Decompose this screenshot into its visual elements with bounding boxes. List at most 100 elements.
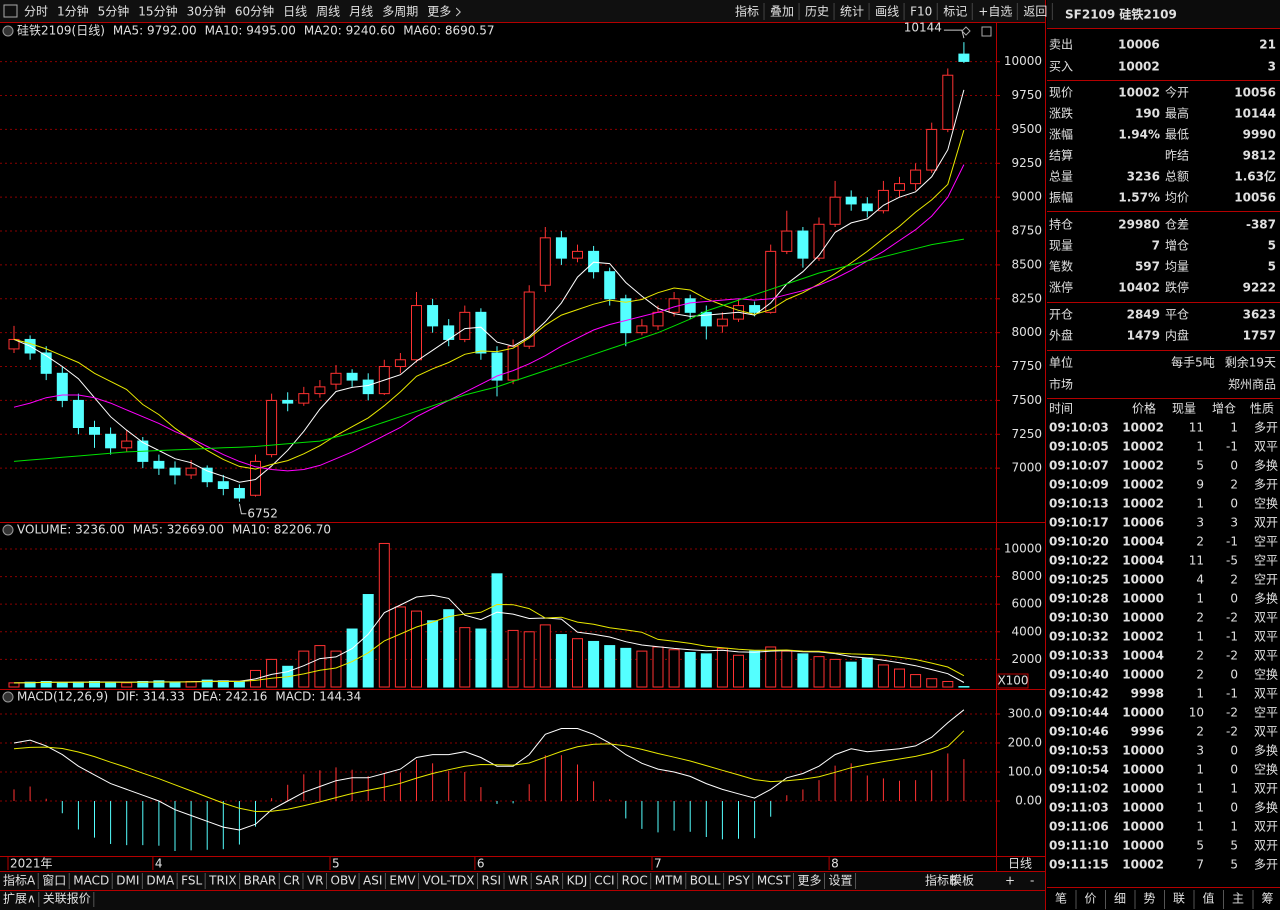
volume-bar <box>555 634 567 688</box>
info-value: 郑州商品 <box>1228 377 1276 392</box>
volume-bar <box>813 656 825 688</box>
tool-button[interactable]: 返回 <box>1023 5 1047 19</box>
quote-label: 现价 <box>1049 86 1073 100</box>
menu-icon[interactable] <box>3 4 18 18</box>
quote-value: 10002 <box>1118 86 1160 100</box>
volume-bar <box>910 674 922 688</box>
volume-bar <box>942 680 954 688</box>
indicator-tab[interactable]: CCI <box>594 874 614 888</box>
y-tick-label: 9250 <box>1011 156 1042 170</box>
indicator-tab[interactable]: - <box>1030 874 1034 888</box>
period-tab[interactable]: 周线 <box>316 5 340 19</box>
volume-bar <box>411 610 422 688</box>
period-tab[interactable]: 30分钟 <box>187 4 226 19</box>
link-tab[interactable]: 扩展∧ <box>3 892 36 906</box>
indicator-tab[interactable]: DMI <box>116 874 139 888</box>
indicator-tab[interactable]: VOL-TDX <box>423 874 475 888</box>
tick-cell: 09:10:53 <box>1049 744 1109 758</box>
book-price: 10006 <box>1118 38 1160 52</box>
period-tab[interactable]: 更多 <box>427 5 451 19</box>
tick-cell: 双开 <box>1254 782 1278 796</box>
indicator-tab[interactable]: VR <box>307 874 324 888</box>
indicator-tab[interactable]: RSI <box>482 874 502 888</box>
tick-cell: 0 <box>1230 668 1238 682</box>
indicator-tab[interactable]: 指标B <box>925 873 957 888</box>
indicator-tab[interactable]: BRAR <box>244 874 277 888</box>
indicator-tab[interactable]: TRIX <box>208 874 236 888</box>
indicator-tab[interactable]: EMV <box>389 874 416 888</box>
period-tab[interactable]: 多周期 <box>382 5 418 19</box>
period-tab[interactable]: 1分钟 <box>57 4 89 19</box>
indicator-tab[interactable]: WR <box>508 874 528 888</box>
tick-cell: 1 <box>1196 592 1204 606</box>
period-tab[interactable]: 60分钟 <box>235 4 274 19</box>
volume-bar <box>121 682 133 688</box>
period-tab[interactable]: 15分钟 <box>138 4 177 19</box>
book-volume: 3 <box>1268 60 1276 74</box>
indicator-tab[interactable]: FSL <box>181 874 202 888</box>
tool-button[interactable]: 标记 <box>943 5 967 19</box>
info-label: 单位 <box>1049 355 1073 370</box>
indicator-tab[interactable]: MCST <box>757 874 791 888</box>
tool-button[interactable]: 叠加 <box>770 5 794 19</box>
candle-body <box>813 223 825 259</box>
tool-button[interactable]: 画线 <box>875 5 899 19</box>
indicator-tab[interactable]: SAR <box>535 874 559 888</box>
period-tab[interactable]: 5分钟 <box>98 4 130 19</box>
volume-bar <box>733 654 744 688</box>
quote-label: 总量 <box>1049 170 1073 184</box>
side-tab[interactable]: 主 <box>1232 892 1244 906</box>
tick-cell: 11 <box>1189 421 1204 435</box>
side-tab[interactable]: 价 <box>1084 892 1096 906</box>
volume-bar <box>797 653 809 688</box>
window-icon[interactable] <box>981 26 992 37</box>
indicator-tab[interactable]: KDJ <box>567 874 588 888</box>
indicator-tab[interactable]: 窗口 <box>42 874 66 888</box>
indicator-tab[interactable]: 更多 <box>798 874 822 888</box>
tool-button[interactable]: 历史 <box>805 5 829 19</box>
indicator-tab[interactable]: MACD <box>73 874 109 888</box>
tick-cell: 5 <box>1196 459 1204 473</box>
indicator-tab[interactable]: MTM <box>655 874 683 888</box>
indicator-tab[interactable]: PSY <box>728 874 751 888</box>
series-line <box>13 89 965 483</box>
indicator-tab[interactable]: ROC <box>622 874 648 888</box>
indicator-tab[interactable]: + <box>1005 874 1015 888</box>
volume-bar <box>427 620 439 688</box>
info-value: 每手5吨 <box>1171 355 1215 370</box>
volume-bar <box>539 624 551 688</box>
panel-menu[interactable] <box>2 524 14 536</box>
period-tab[interactable]: 日线 <box>283 5 307 19</box>
y-tick-label: 2000 <box>1011 652 1042 666</box>
side-tab[interactable]: 值 <box>1202 891 1214 906</box>
panel-menu[interactable] <box>2 25 14 37</box>
indicator-tab[interactable]: 模板 <box>950 874 974 888</box>
tool-button[interactable]: 统计 <box>840 5 864 19</box>
candle-body <box>877 189 889 212</box>
side-tab[interactable]: 细 <box>1114 892 1126 906</box>
indicator-tab[interactable]: BOLL <box>690 874 721 888</box>
diamond-icon[interactable] <box>961 26 971 36</box>
tool-button[interactable]: +自选 <box>978 5 1012 19</box>
indicator-tab[interactable]: ASI <box>363 874 382 888</box>
side-tab[interactable]: 筹 <box>1261 892 1273 906</box>
candle-body <box>40 352 52 374</box>
link-tab[interactable]: 关联报价 <box>43 891 91 906</box>
indicator-tab[interactable]: DMA <box>146 874 175 888</box>
quote-value: 597 <box>1135 260 1160 274</box>
tool-button[interactable]: F10 <box>910 5 932 19</box>
indicator-tab[interactable]: 设置 <box>829 874 853 888</box>
candle-body <box>781 230 793 252</box>
period-tab[interactable]: 分时 <box>24 5 48 19</box>
indicator-tab[interactable]: CR <box>283 874 300 888</box>
tick-cell: 09:11:15 <box>1049 858 1109 872</box>
indicator-tab[interactable]: 指标A <box>3 873 36 888</box>
side-tab[interactable]: 势 <box>1143 892 1155 906</box>
tool-button[interactable]: 指标 <box>735 4 759 19</box>
side-tab[interactable]: 联 <box>1173 892 1185 906</box>
indicator-tab[interactable]: OBV <box>331 874 357 888</box>
side-tab[interactable]: 笔 <box>1055 891 1067 906</box>
period-tab[interactable]: 月线 <box>349 5 373 19</box>
panel-menu[interactable] <box>2 691 14 703</box>
